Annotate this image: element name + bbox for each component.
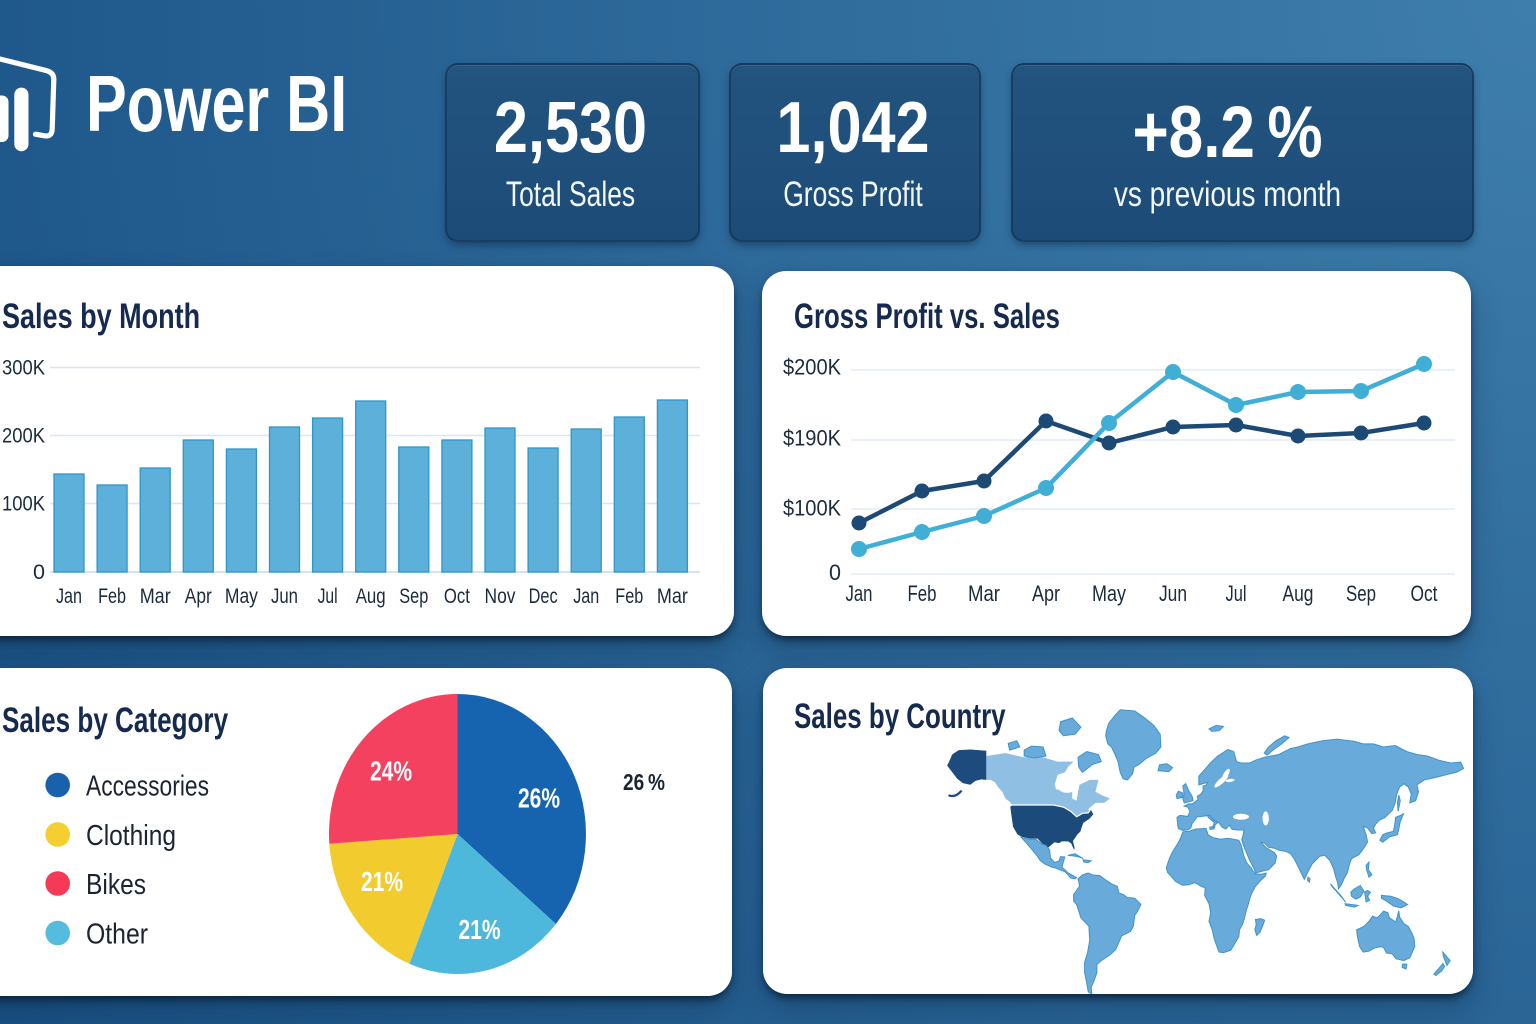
- svg-text:Accessories: Accessories: [86, 771, 209, 803]
- svg-text:Apr: Apr: [1032, 581, 1060, 606]
- svg-text:Mar: Mar: [968, 581, 1000, 606]
- svg-text:Sep: Sep: [399, 584, 428, 608]
- svg-text:Mar: Mar: [140, 584, 171, 608]
- svg-text:100K: 100K: [2, 492, 46, 516]
- svg-text:Nov: Nov: [485, 584, 516, 608]
- svg-text:Feb: Feb: [98, 584, 126, 608]
- svg-text:Aug: Aug: [1283, 581, 1314, 606]
- svg-text:Jun: Jun: [271, 584, 298, 608]
- svg-text:Oct: Oct: [444, 584, 470, 608]
- svg-text:Feb: Feb: [908, 581, 937, 606]
- svg-text:Apr: Apr: [185, 584, 212, 608]
- svg-text:Jun: Jun: [1159, 581, 1187, 606]
- svg-text:May: May: [1092, 581, 1126, 606]
- svg-text:Mar: Mar: [657, 584, 688, 608]
- svg-text:Oct: Oct: [1411, 581, 1438, 606]
- svg-text:Other: Other: [86, 919, 148, 951]
- svg-text:May: May: [225, 584, 258, 608]
- svg-text:Bikes: Bikes: [86, 869, 146, 901]
- svg-text:Jul: Jul: [318, 584, 338, 608]
- svg-text:21%: 21%: [361, 866, 403, 897]
- svg-text:Sep: Sep: [1346, 581, 1376, 606]
- svg-text:21%: 21%: [459, 914, 501, 945]
- svg-text:Clothing: Clothing: [86, 820, 176, 852]
- svg-text:Feb: Feb: [615, 584, 643, 608]
- svg-text:26%: 26%: [518, 783, 560, 814]
- svg-text:26 %: 26 %: [623, 769, 665, 795]
- svg-text:24%: 24%: [370, 756, 412, 787]
- svg-text:Aug: Aug: [356, 584, 386, 608]
- svg-text:300K: 300K: [2, 356, 46, 380]
- svg-text:Dec: Dec: [529, 584, 558, 608]
- svg-text:$190K: $190K: [783, 426, 841, 451]
- svg-text:$200K: $200K: [783, 355, 841, 380]
- svg-text:Jul: Jul: [1226, 581, 1247, 606]
- svg-text:$100K: $100K: [783, 496, 841, 521]
- svg-text:Jan: Jan: [573, 584, 599, 608]
- svg-text:Jan: Jan: [846, 581, 873, 606]
- svg-text:200K: 200K: [2, 424, 46, 448]
- svg-text:Jan: Jan: [56, 584, 82, 608]
- svg-text:0: 0: [829, 560, 841, 585]
- svg-text:0: 0: [33, 560, 45, 584]
